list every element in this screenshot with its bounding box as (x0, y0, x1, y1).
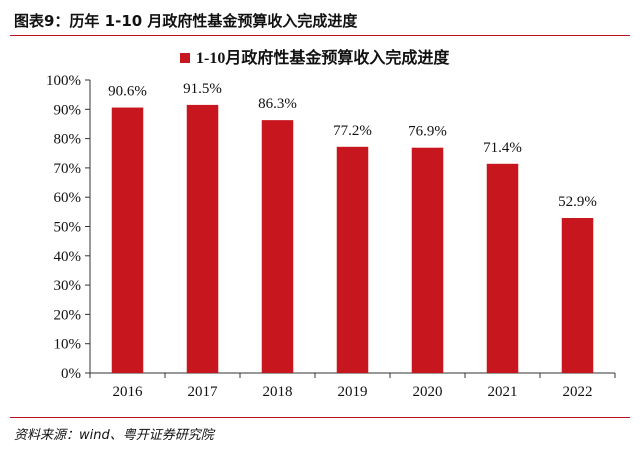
bar (186, 104, 219, 373)
bar-series (111, 104, 594, 374)
y-tick-label: 90% (54, 102, 82, 118)
legend-label: 1-10月政府性基金预算收入完成进度 (196, 48, 450, 67)
x-tick-label: 2022 (563, 384, 593, 400)
bar (111, 107, 144, 374)
bar-value-label: 76.9% (408, 124, 447, 140)
data-labels: 90.6% 91.5% 86.3% 77.2% 76.9% 71.4% 52.9% (108, 81, 597, 210)
y-tick-label: 10% (54, 337, 82, 353)
x-tick-label: 2020 (413, 384, 443, 400)
figure-title: 图表9：历年 1-10 月政府性基金预算收入完成进度 (14, 12, 358, 30)
y-tick-label: 70% (54, 161, 82, 177)
footer-rule (10, 417, 630, 418)
x-tick-label: 2017 (188, 384, 219, 400)
y-axis: 0% 10% 20% 30% 40% 50% 60% 70% 80% 90% 100% (46, 73, 91, 382)
x-tick-label: 2021 (488, 384, 518, 400)
bar-value-label: 86.3% (258, 96, 297, 112)
x-axis: 2016 2017 2018 2019 2020 2021 2022 (89, 372, 616, 400)
y-tick-label: 50% (54, 220, 82, 236)
y-tick-label: 30% (54, 278, 82, 294)
bar (486, 163, 519, 373)
bar-value-label: 71.4% (483, 140, 522, 156)
y-tick-label: 80% (54, 132, 82, 148)
x-tick-label: 2018 (263, 384, 293, 400)
bar-value-label: 91.5% (183, 81, 222, 97)
y-tick-label: 0% (61, 366, 81, 382)
y-tick-label: 20% (54, 307, 82, 323)
bar (411, 147, 444, 373)
bar-value-label: 77.2% (333, 123, 372, 139)
legend-swatch (180, 53, 190, 63)
y-tick-label: 100% (46, 73, 81, 89)
source-note: 资料来源：wind、粤开证券研究院 (14, 428, 214, 443)
title-rule (10, 35, 630, 36)
x-tick-label: 2019 (338, 384, 368, 400)
bar-value-label: 90.6% (108, 84, 147, 100)
bar (336, 146, 369, 373)
y-tick-label: 40% (54, 249, 82, 265)
y-tick-label: 60% (54, 190, 82, 206)
bar (261, 120, 294, 374)
bar (561, 218, 594, 373)
bar-value-label: 52.9% (558, 194, 597, 210)
x-tick-label: 2016 (113, 384, 144, 400)
chart-legend: 1-10月政府性基金预算收入完成进度 (180, 48, 450, 67)
